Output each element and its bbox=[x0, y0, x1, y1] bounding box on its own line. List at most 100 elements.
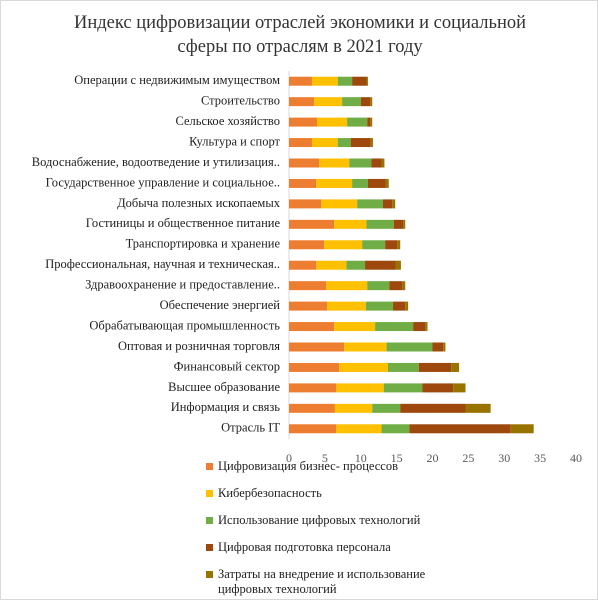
bar-segment bbox=[326, 281, 368, 291]
legend-item: Затраты на внедрение и использование циф… bbox=[206, 567, 466, 597]
y-tick-label: Здравоохранение и предоставление.. bbox=[85, 278, 280, 292]
legend-swatch bbox=[206, 517, 213, 524]
bar-segment bbox=[289, 199, 322, 209]
bar-segment bbox=[381, 424, 410, 434]
bar-segment bbox=[400, 403, 466, 413]
bar-segment bbox=[413, 322, 426, 332]
bar-segment bbox=[451, 362, 460, 372]
bar-segment bbox=[443, 342, 446, 352]
bar-segment bbox=[422, 383, 454, 393]
bar-segment bbox=[289, 260, 317, 270]
bar-segment bbox=[346, 260, 366, 270]
bar-segment bbox=[289, 281, 327, 291]
bar-segment bbox=[289, 383, 337, 393]
x-tick-label: 0 bbox=[286, 451, 292, 465]
bar-segment bbox=[385, 240, 398, 250]
legend-label: Цифровизация бизнес- процессов bbox=[218, 459, 399, 473]
bar-segment bbox=[336, 424, 382, 434]
y-tick-label: Оптовая и розничная торговля bbox=[118, 339, 280, 353]
bar-segment bbox=[289, 178, 317, 188]
bar-segment bbox=[371, 158, 382, 168]
bar-segment bbox=[289, 322, 335, 332]
y-tick-label: Водоснабжение, водоотведение и утилизаци… bbox=[32, 155, 280, 169]
bar-segment bbox=[289, 158, 320, 168]
bar-segment bbox=[289, 219, 335, 229]
bar-segment bbox=[386, 342, 433, 352]
y-tick-label: Обрабатывающая промышленность bbox=[89, 318, 280, 332]
legend-item: Цифровизация бизнес- процессов bbox=[206, 459, 466, 474]
legend-swatch bbox=[206, 571, 213, 578]
y-tick-label: Информация и связь bbox=[171, 400, 281, 414]
legend-item: Использование цифровых технологий bbox=[206, 513, 466, 528]
bar-segment bbox=[403, 219, 406, 229]
bar-segment bbox=[289, 138, 312, 148]
bar-segment bbox=[453, 383, 466, 393]
x-tick-label: 20 bbox=[427, 451, 439, 465]
bar-segment bbox=[352, 76, 367, 86]
bar-segment bbox=[365, 301, 394, 311]
bar-segment bbox=[334, 219, 367, 229]
bar-segment bbox=[344, 342, 387, 352]
legend-label: Использование цифровых технологий bbox=[218, 513, 421, 527]
legend-item: Кибербезопасность bbox=[206, 486, 466, 501]
bar-segment bbox=[381, 158, 385, 168]
bar-segment bbox=[367, 117, 371, 127]
legend-label: Цифровая подготовка персонала bbox=[218, 540, 391, 554]
bar-segment bbox=[392, 199, 396, 209]
legend: Цифровизация бизнес- процессов Кибербезоп… bbox=[206, 459, 466, 609]
y-tick-label: Отрасль IT bbox=[221, 421, 280, 435]
bar-segment bbox=[337, 76, 353, 86]
y-tick-label: Государственное управление и социальное.… bbox=[46, 175, 280, 189]
bar-segment bbox=[319, 158, 350, 168]
bar-segment bbox=[389, 281, 403, 291]
bar-segment bbox=[334, 322, 376, 332]
bar-segment bbox=[465, 403, 491, 413]
bar-segment bbox=[425, 322, 428, 332]
bar-segment bbox=[350, 138, 371, 148]
bar-segment bbox=[289, 76, 312, 86]
bar-segment bbox=[289, 424, 337, 434]
bar-segment bbox=[375, 322, 414, 332]
bar-segment bbox=[342, 97, 361, 107]
bar-segment bbox=[289, 240, 325, 250]
y-tick-label: Транспортировка и хранение bbox=[126, 237, 281, 251]
x-tick-label: 15 bbox=[391, 451, 403, 465]
legend-label: Затраты на внедрение и использование циф… bbox=[218, 567, 426, 596]
bar-segment bbox=[349, 158, 372, 168]
bar-segment bbox=[405, 301, 409, 311]
bar-segment bbox=[367, 281, 390, 291]
bar-segment bbox=[337, 138, 351, 148]
bar-segment bbox=[385, 178, 389, 188]
bar-segment bbox=[370, 97, 373, 107]
bar-segment bbox=[352, 178, 368, 188]
bar-segment bbox=[311, 138, 338, 148]
legend-swatch bbox=[206, 544, 213, 551]
bar-segment bbox=[289, 97, 315, 107]
y-tick-label: Финансовый сектор bbox=[174, 359, 280, 373]
bar-segment bbox=[393, 219, 404, 229]
y-tick-label: Операции с недвижимым имуществом bbox=[74, 73, 280, 87]
bar-segment bbox=[383, 383, 423, 393]
bar-segment bbox=[327, 301, 366, 311]
bar-segment bbox=[395, 260, 401, 270]
bar-segment bbox=[334, 403, 373, 413]
bar-segment bbox=[370, 138, 373, 148]
bar-segment bbox=[372, 403, 401, 413]
chart: 0 5 10 15 20 25 30 35 40 Операции с недвижимым им… bbox=[32, 71, 582, 465]
bar-segment bbox=[366, 76, 368, 86]
x-tick-label: 25 bbox=[462, 451, 474, 465]
y-tick-label: Добыча полезных ископаемых bbox=[117, 196, 281, 210]
bar-segment bbox=[289, 403, 335, 413]
bar-segment bbox=[289, 342, 345, 352]
bar-segment bbox=[418, 362, 452, 372]
bar-segment bbox=[360, 97, 371, 107]
bar-segment bbox=[393, 301, 406, 311]
y-tick-label: Профессиональная, научная и техническая.… bbox=[45, 257, 280, 271]
bar-segment bbox=[357, 199, 383, 209]
bar-segment bbox=[510, 424, 534, 434]
legend-item: Цифровая подготовка персонала bbox=[206, 540, 466, 555]
legend-swatch bbox=[206, 463, 213, 470]
bar-segment bbox=[289, 362, 340, 372]
bar-segment bbox=[316, 260, 347, 270]
